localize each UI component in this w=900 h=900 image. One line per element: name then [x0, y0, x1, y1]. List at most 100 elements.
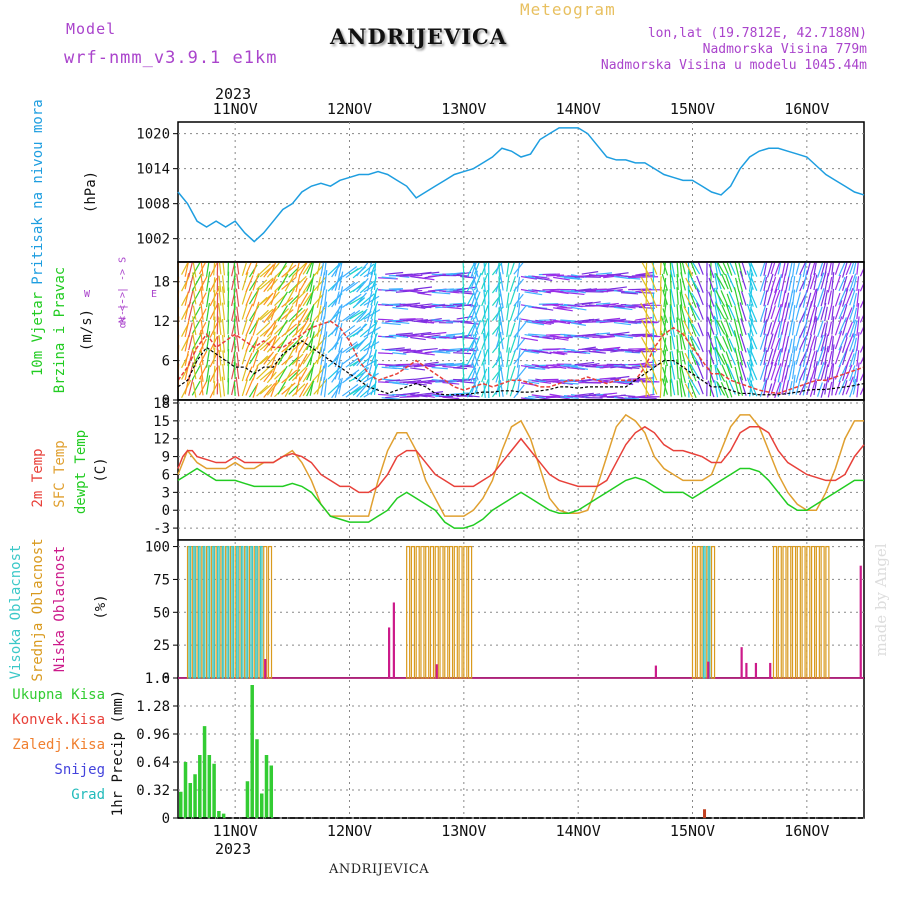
wind-arrow [766, 306, 773, 321]
wind-arrow [466, 351, 475, 365]
wind-arrow [245, 317, 254, 337]
wind-arrow [277, 381, 287, 395]
wind-arrow [370, 301, 379, 320]
wind-arrow [649, 364, 658, 381]
wind-arrow [774, 337, 781, 353]
wind-arrow [363, 341, 380, 352]
wind-arrow [795, 273, 802, 293]
wind-arrow [581, 318, 600, 323]
wind-arrow [528, 320, 543, 323]
wind-arrow [595, 272, 613, 275]
wind-arrow [221, 302, 226, 321]
wind-arrow [338, 262, 343, 278]
wind-arrow [341, 352, 359, 365]
wind-arrow [659, 262, 662, 276]
wind-arrow [483, 349, 486, 365]
wind-arrow [221, 318, 226, 338]
wind-arrow [624, 363, 643, 367]
wind-arrow [520, 337, 538, 342]
wind-arrow [592, 381, 608, 384]
wind-arrow [410, 305, 426, 309]
wind-arrow [483, 262, 486, 275]
wind-arrow [715, 336, 726, 353]
wind-arrow [248, 349, 259, 365]
wind-arrow [381, 276, 397, 279]
wind-arrow [763, 262, 768, 276]
wind-arrow [680, 367, 686, 384]
wind-arrow [669, 365, 672, 383]
wind-arrow [841, 262, 848, 278]
wind-arrow [191, 262, 201, 277]
wind-arrow [363, 309, 381, 320]
cloud-high-bar [197, 545, 201, 679]
wind-arrow [838, 332, 848, 351]
wind-arrow [462, 303, 465, 323]
wind-arrow [483, 332, 486, 350]
wind-arrow [746, 361, 754, 381]
wind-arrow [820, 361, 827, 381]
wind-arrow [331, 303, 343, 321]
wind-arrow [213, 347, 216, 365]
precip-total-bar [188, 783, 193, 818]
wind-arrow [513, 384, 525, 399]
wind-arrow [359, 323, 376, 338]
wind-arrow [263, 351, 275, 365]
wind-arrow [696, 275, 704, 293]
wind-arrow [200, 319, 204, 335]
wind-arrow [263, 321, 276, 337]
wind-arrow [739, 376, 747, 396]
wind-arrow [506, 364, 510, 382]
wind-arrow [662, 350, 669, 366]
wind-arrow [241, 319, 248, 335]
wind-arrow [462, 377, 465, 396]
wind-arrow [516, 292, 521, 308]
wind-arrow [733, 318, 740, 339]
wind-arrow [320, 377, 325, 396]
day-label-bottom: 14NOV [556, 822, 601, 840]
wind-arrow [813, 274, 818, 291]
wind-arrow [431, 291, 451, 295]
wind-arrow [316, 305, 322, 323]
wind-arrow [610, 272, 629, 276]
wind-arrow [827, 276, 833, 293]
wind-arrow [795, 335, 801, 351]
wind-arrow [592, 394, 607, 397]
wind-arrow [471, 288, 479, 307]
wind-arrow [749, 364, 758, 381]
wind-arrow [352, 385, 365, 396]
wind-arrow [341, 281, 356, 293]
y-tick-label-pressure: 1002 [136, 232, 170, 248]
wind-arrow [462, 361, 465, 380]
wind-arrow [824, 376, 829, 395]
wind-arrow [726, 363, 736, 383]
wind-arrow [831, 305, 835, 321]
wind-arrow [291, 262, 307, 277]
wind-arrow [470, 262, 477, 278]
wind-arrow [784, 336, 790, 352]
wind-arrow [849, 273, 857, 292]
wind-arrow [777, 366, 782, 383]
wind-arrow [345, 309, 361, 322]
wind-arrow [473, 291, 481, 307]
wind-arrow [725, 351, 733, 369]
wind-arrow [506, 347, 511, 368]
wind-arrow [263, 264, 275, 278]
wind-arrow [610, 375, 630, 380]
wind-arrow [560, 396, 579, 399]
wind-arrow [781, 290, 786, 308]
wind-arrow [749, 317, 758, 335]
cloud-high-bar [240, 545, 244, 679]
wind-arrow [462, 321, 465, 338]
wind-arrow [713, 347, 719, 366]
y-tick-label-wind: 12 [153, 314, 170, 330]
wind-arrow [370, 287, 379, 306]
wind-arrow [349, 266, 363, 275]
wind-arrow [863, 379, 864, 381]
wind-arrow [509, 365, 516, 381]
wind-arrow [729, 262, 736, 275]
wind-arrow [834, 330, 843, 350]
wind-arrow [746, 303, 754, 323]
wind-arrow [520, 288, 538, 293]
wind-arrow [403, 302, 421, 306]
wind-arrow [791, 289, 796, 306]
